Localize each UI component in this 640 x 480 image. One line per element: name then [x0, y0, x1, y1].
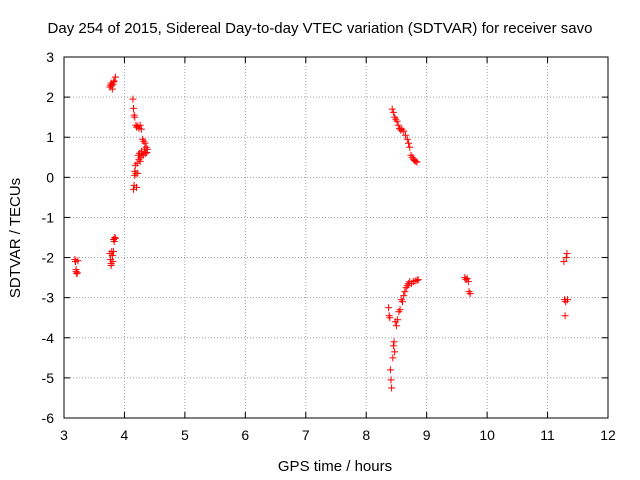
data-point — [393, 117, 401, 125]
data-point — [564, 296, 572, 304]
data-point — [405, 139, 413, 147]
data-point — [109, 258, 117, 266]
data-point — [134, 169, 142, 177]
data-point — [389, 342, 397, 350]
x-tick-label: 6 — [241, 427, 249, 443]
x-tick-label: 12 — [600, 427, 616, 443]
data-point — [561, 312, 569, 320]
x-tick-label: 5 — [181, 427, 189, 443]
data-point — [409, 278, 417, 286]
data-point — [464, 278, 472, 286]
x-tick-label: 9 — [423, 427, 431, 443]
y-tick-label: 1 — [46, 129, 54, 145]
data-point — [136, 121, 144, 129]
data-point — [391, 348, 399, 356]
data-point — [563, 250, 571, 258]
x-tick-label: 10 — [479, 427, 495, 443]
y-tick-labels: -6 -5 -4 -3 -2 -1 0 1 2 3 — [42, 49, 55, 426]
data-point — [143, 148, 151, 156]
y-tick-label: -6 — [42, 410, 55, 426]
data-point — [129, 95, 137, 103]
data-point — [143, 145, 151, 153]
data-point — [392, 322, 400, 330]
y-axis-label: SDTVAR / TECUs — [7, 178, 24, 298]
data-point — [111, 234, 119, 242]
y-tick-label: 3 — [46, 49, 54, 65]
data-point — [110, 77, 118, 85]
data-point — [110, 78, 118, 86]
axis-ticks — [63, 56, 609, 419]
y-tick-label: 0 — [46, 169, 54, 185]
data-point — [385, 304, 393, 312]
chart-title: Day 254 of 2015, Sidereal Day-to-day VTE… — [48, 20, 593, 37]
data-point — [138, 150, 146, 158]
data-point — [108, 252, 116, 260]
data-point — [388, 384, 396, 392]
data-point — [389, 354, 397, 362]
data-point — [130, 104, 138, 112]
x-tick-label: 11 — [540, 427, 555, 443]
data-point — [73, 270, 81, 278]
data-point — [414, 276, 422, 284]
data-point — [74, 257, 82, 265]
data-point — [108, 85, 116, 93]
y-tick-label: -1 — [42, 209, 55, 225]
data-point — [387, 376, 395, 384]
data-point — [403, 135, 411, 143]
data-point — [108, 82, 116, 90]
data-point — [133, 183, 141, 191]
x-tick-label: 8 — [362, 427, 370, 443]
data-point — [466, 290, 474, 298]
data-point — [394, 121, 402, 129]
data-point — [386, 366, 394, 374]
data-point — [388, 105, 396, 113]
data-points — [71, 73, 572, 392]
data-point — [386, 314, 394, 322]
grid-lines — [64, 57, 608, 418]
data-point — [413, 276, 421, 284]
data-point — [400, 127, 408, 135]
data-point — [110, 238, 118, 246]
x-tick-label: 3 — [60, 427, 68, 443]
data-point — [396, 306, 404, 314]
data-point — [562, 254, 570, 262]
data-point — [402, 131, 410, 139]
data-point — [141, 139, 149, 147]
x-tick-labels: 3 4 5 6 7 8 9 10 11 12 — [60, 427, 616, 443]
data-point — [142, 149, 150, 157]
data-point — [136, 157, 144, 165]
data-point — [400, 292, 408, 300]
data-point — [110, 248, 118, 256]
data-point — [111, 73, 119, 81]
x-axis-label: GPS time / hours — [278, 458, 392, 475]
data-point — [131, 113, 139, 121]
y-tick-label: -5 — [42, 370, 55, 386]
data-point — [406, 143, 414, 151]
x-tick-label: 4 — [121, 427, 129, 443]
data-point — [394, 316, 402, 324]
data-point — [401, 288, 409, 296]
data-point — [397, 126, 405, 134]
data-point — [107, 262, 115, 270]
x-tick-label: 7 — [302, 427, 310, 443]
data-point — [560, 258, 568, 266]
data-point — [463, 274, 471, 282]
data-point — [398, 298, 406, 306]
y-tick-label: -3 — [42, 290, 55, 306]
data-point — [111, 234, 119, 241]
data-point — [413, 158, 421, 166]
data-point — [390, 338, 398, 346]
data-point — [389, 108, 397, 116]
data-point — [412, 157, 420, 165]
y-tick-label: -2 — [42, 250, 55, 266]
plot-frame — [63, 56, 609, 419]
y-tick-label: 2 — [46, 89, 54, 105]
data-point — [137, 125, 145, 133]
data-point — [73, 269, 81, 277]
y-tick-label: -4 — [42, 330, 55, 346]
